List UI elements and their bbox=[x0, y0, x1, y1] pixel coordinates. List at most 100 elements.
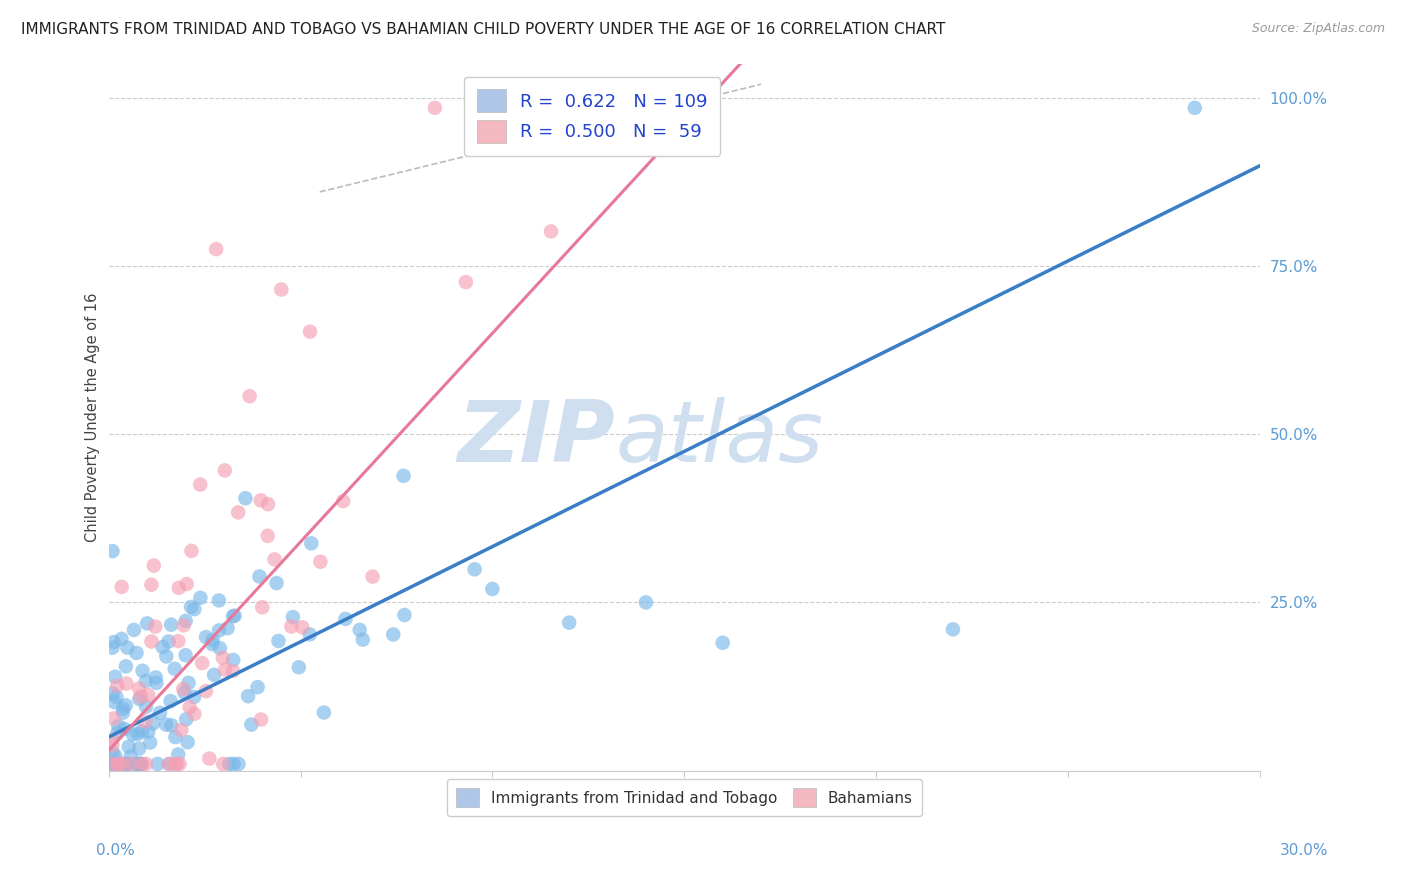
Point bbox=[298, 325, 321, 339]
Point bbox=[246, 680, 269, 694]
Point bbox=[312, 706, 335, 720]
Point bbox=[142, 558, 165, 573]
Point bbox=[291, 620, 314, 634]
Text: 30.0%: 30.0% bbox=[1281, 843, 1329, 858]
Point bbox=[222, 609, 245, 624]
Point bbox=[172, 681, 194, 696]
Point bbox=[454, 275, 477, 289]
Point bbox=[101, 756, 124, 771]
Point bbox=[139, 735, 162, 749]
Point bbox=[120, 749, 142, 764]
Point bbox=[423, 101, 446, 115]
Point bbox=[202, 668, 225, 682]
Point bbox=[173, 618, 195, 632]
Point bbox=[208, 624, 231, 638]
Point bbox=[111, 580, 134, 594]
Point bbox=[194, 630, 217, 644]
Point bbox=[214, 663, 236, 677]
Point bbox=[252, 600, 274, 615]
Point bbox=[101, 739, 124, 753]
Point bbox=[127, 727, 149, 741]
Point bbox=[142, 716, 165, 731]
Point bbox=[173, 685, 195, 699]
Point bbox=[105, 679, 128, 693]
Point bbox=[107, 719, 129, 733]
Point bbox=[115, 756, 138, 771]
Point bbox=[392, 468, 415, 483]
Point bbox=[174, 712, 197, 726]
Point bbox=[212, 756, 235, 771]
Point bbox=[103, 756, 125, 771]
Point bbox=[160, 718, 183, 732]
Point bbox=[131, 756, 153, 771]
Point bbox=[1184, 101, 1206, 115]
Point bbox=[136, 724, 159, 739]
Point bbox=[170, 723, 193, 738]
Point bbox=[239, 389, 262, 403]
Point bbox=[270, 283, 292, 297]
Point bbox=[129, 690, 152, 704]
Point bbox=[110, 632, 132, 646]
Point bbox=[236, 689, 259, 703]
Point bbox=[299, 536, 322, 550]
Point bbox=[208, 641, 231, 656]
Point bbox=[146, 756, 169, 771]
Point bbox=[217, 621, 239, 635]
Point bbox=[167, 747, 190, 762]
Point bbox=[942, 623, 965, 637]
Point bbox=[101, 686, 124, 700]
Point bbox=[157, 756, 180, 771]
Point bbox=[101, 756, 124, 771]
Point bbox=[226, 505, 249, 519]
Point bbox=[332, 494, 354, 508]
Point bbox=[198, 751, 221, 765]
Point bbox=[240, 717, 263, 731]
Point bbox=[177, 676, 200, 690]
Point bbox=[108, 756, 131, 771]
Point bbox=[218, 756, 240, 771]
Point bbox=[288, 660, 311, 674]
Point bbox=[110, 756, 132, 771]
Point bbox=[149, 706, 172, 720]
Point bbox=[159, 756, 181, 771]
Point bbox=[103, 695, 125, 709]
Point bbox=[128, 692, 150, 706]
Point bbox=[118, 739, 141, 754]
Point bbox=[131, 724, 153, 739]
Point bbox=[104, 670, 127, 684]
Point bbox=[267, 634, 290, 648]
Point bbox=[183, 602, 205, 616]
Point bbox=[125, 646, 148, 660]
Point bbox=[191, 656, 214, 670]
Point bbox=[263, 552, 285, 566]
Point bbox=[103, 635, 125, 649]
Point bbox=[143, 619, 166, 633]
Point bbox=[145, 676, 167, 690]
Point bbox=[111, 706, 134, 720]
Point bbox=[180, 599, 202, 614]
Point bbox=[250, 713, 273, 727]
Point bbox=[394, 607, 416, 622]
Point bbox=[352, 632, 374, 647]
Point bbox=[174, 648, 197, 663]
Point bbox=[188, 477, 211, 491]
Point bbox=[117, 640, 139, 655]
Point bbox=[112, 756, 135, 771]
Text: 0.0%: 0.0% bbox=[96, 843, 135, 858]
Point bbox=[558, 615, 581, 630]
Point bbox=[141, 577, 163, 591]
Point bbox=[101, 732, 124, 747]
Point bbox=[131, 664, 153, 678]
Point bbox=[256, 529, 278, 543]
Point bbox=[361, 569, 384, 583]
Point bbox=[107, 756, 129, 771]
Point bbox=[188, 591, 211, 605]
Legend: Immigrants from Trinidad and Tobago, Bahamians: Immigrants from Trinidad and Tobago, Bah… bbox=[447, 779, 922, 816]
Point bbox=[222, 664, 245, 678]
Point bbox=[105, 726, 128, 740]
Point bbox=[111, 702, 134, 716]
Point bbox=[205, 242, 228, 256]
Point bbox=[166, 756, 188, 771]
Point bbox=[128, 681, 150, 696]
Point bbox=[160, 617, 183, 632]
